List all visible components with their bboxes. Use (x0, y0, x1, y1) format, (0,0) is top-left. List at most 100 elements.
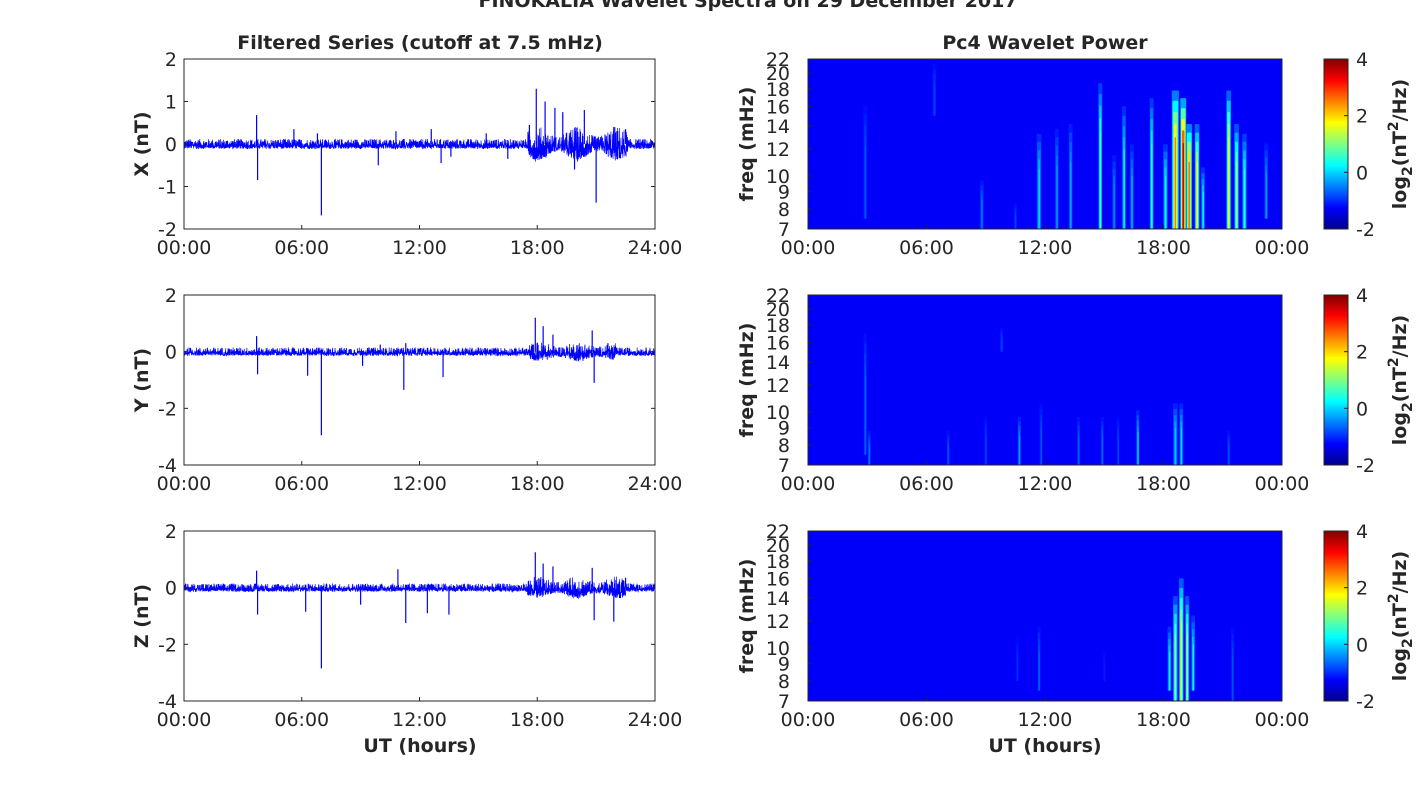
colorbar-tick-label-Z-power: 2 (1356, 578, 1368, 600)
colorbar-label-text: log2(nT2/Hz) (1386, 315, 1416, 445)
power-event-Y-power (947, 445, 950, 465)
colorbar-tick-label-Y-power: 2 (1356, 342, 1368, 364)
xtick-label-Z: 24:00 (628, 709, 683, 731)
ytick-label-Z-power: 20 (766, 535, 790, 557)
series-trace-Y (183, 342, 656, 362)
power-event-Y-power (1228, 445, 1230, 465)
ytick-label-X-power: 22 (766, 49, 790, 71)
xtick-label-Z: 06:00 (274, 709, 329, 731)
colorbar-tick-label-Z-power: 0 (1356, 634, 1368, 656)
ytick-label-Y-power: 8 (778, 435, 790, 457)
power-event-X-power (1244, 168, 1246, 229)
xtick-label-X-power: 12:00 (1018, 237, 1073, 259)
power-event-Y-power (1180, 427, 1183, 465)
ytick-label-Z-power: 18 (766, 551, 790, 573)
heatmap-background-X-power (808, 59, 1282, 229)
ytick-label-Z-power: 14 (766, 588, 790, 610)
ylabel-X-power: freq (mHz) (736, 87, 758, 202)
xtick-label-Y: 24:00 (628, 473, 683, 495)
ytick-label-Y: 2 (165, 285, 177, 307)
ytick-label-Y: 0 (165, 342, 177, 364)
ytick-label-Z-power: 12 (766, 611, 790, 633)
colorbar-tick-label-X-power: 2 (1356, 106, 1368, 128)
ytick-label-Z-power: 22 (766, 521, 790, 543)
series-trace-X (183, 127, 656, 162)
colorbar-tick-label-Z-power: -2 (1356, 691, 1375, 713)
power-event-X-power (1015, 213, 1017, 229)
xtick-label-X-power: 18:00 (1136, 237, 1191, 259)
power-event-X-power (1188, 161, 1190, 229)
ytick-label-X: -2 (158, 219, 177, 241)
right-column-title: Pc4 Wavelet Power (942, 32, 1148, 54)
ytick-label-X-power: 10 (766, 166, 790, 188)
ylabel-Z: Z (nT) (131, 584, 153, 648)
power-event-X-power (1174, 137, 1177, 229)
axes-frame-Z (183, 530, 656, 702)
power-event-X-power (1113, 183, 1115, 229)
power-event-X-power (1099, 131, 1102, 229)
power-event-X-power (1123, 148, 1125, 229)
power-event-Y-power (1174, 427, 1177, 465)
xtick-label-X: 12:00 (392, 237, 447, 259)
power-event-Y-power (868, 445, 871, 465)
power-event-X-power (1165, 176, 1167, 229)
ytick-label-Y-power: 22 (766, 285, 790, 307)
heatmap-background-Y-power (808, 295, 1282, 465)
ytick-label-Y: -4 (158, 455, 177, 477)
power-event-Z-power (1186, 633, 1189, 701)
ytick-label-X: 1 (165, 92, 177, 114)
xtick-label-Z: 18:00 (510, 709, 565, 731)
xtick-label-Y-power: 18:00 (1136, 473, 1191, 495)
power-event-X-power (1038, 168, 1040, 229)
ytick-label-Y-power: 7 (778, 455, 790, 477)
ytick-label-X-power: 20 (766, 63, 790, 85)
power-event-X-power (1236, 161, 1238, 229)
ylabel-Y-power: freq (mHz) (736, 323, 758, 438)
ytick-label-Y-power: 20 (766, 299, 790, 321)
power-event-X-power (1228, 137, 1230, 229)
ytick-label-X-power: 16 (766, 96, 790, 118)
ytick-label-X-power: 9 (778, 182, 790, 204)
xtick-label-Y: 06:00 (274, 473, 329, 495)
xtick-label-Z: 00:00 (157, 709, 212, 731)
power-event-X-power (864, 145, 867, 219)
power-event-X-power (1265, 172, 1268, 219)
power-event-Z-power (1017, 655, 1019, 682)
power-event-Z-power (1180, 620, 1183, 701)
colorbar-label-X-power: log2(nT2/Hz) (1386, 79, 1416, 209)
xtick-label-Z: 12:00 (392, 709, 447, 731)
ylabel-Z-power: freq (mHz) (736, 559, 758, 674)
figure-title: FINOKALIA Wavelet Spectra on 29 December… (478, 0, 1017, 12)
series-trace-Z (183, 576, 656, 600)
xtick-label-X: 06:00 (274, 237, 329, 259)
ytick-label-Y: -2 (158, 398, 177, 420)
ytick-label-Z-power: 7 (778, 691, 790, 713)
power-event-X-power (1202, 191, 1204, 229)
ytick-label-X: 2 (165, 49, 177, 71)
xtick-label-X: 18:00 (510, 237, 565, 259)
xtick-label-Y: 18:00 (510, 473, 565, 495)
power-event-Z-power (1169, 651, 1171, 691)
power-event-X-power (981, 200, 983, 229)
ytick-label-Y-power: 9 (778, 418, 790, 440)
ylabel-X: X (nT) (131, 111, 153, 176)
colorbar-tick-label-Y-power: 4 (1356, 285, 1368, 307)
axes-frame-Y (183, 294, 656, 466)
power-event-Y-power (1078, 436, 1080, 465)
left-x-axis-label: UT (hours) (363, 735, 476, 757)
xtick-label-X-power: 00:00 (1255, 237, 1310, 259)
colorbar-tick-label-X-power: 0 (1356, 162, 1368, 184)
power-event-Z-power (1192, 644, 1194, 691)
ytick-label-Y-power: 10 (766, 402, 790, 424)
xtick-label-Z-power: 00:00 (1255, 709, 1310, 731)
power-event-Y-power (1001, 337, 1003, 352)
ytick-label-Z-power: 9 (778, 654, 790, 676)
colorbar-label-Z-power: log2(nT2/Hz) (1386, 551, 1416, 681)
power-event-X-power (1182, 142, 1184, 229)
ytick-label-Y-power: 14 (766, 352, 790, 374)
ytick-label-Z: -4 (158, 691, 177, 713)
xtick-label-Z-power: 00:00 (781, 709, 836, 731)
ytick-label-Z: 0 (165, 578, 177, 600)
power-event-Z-power (1174, 633, 1177, 701)
